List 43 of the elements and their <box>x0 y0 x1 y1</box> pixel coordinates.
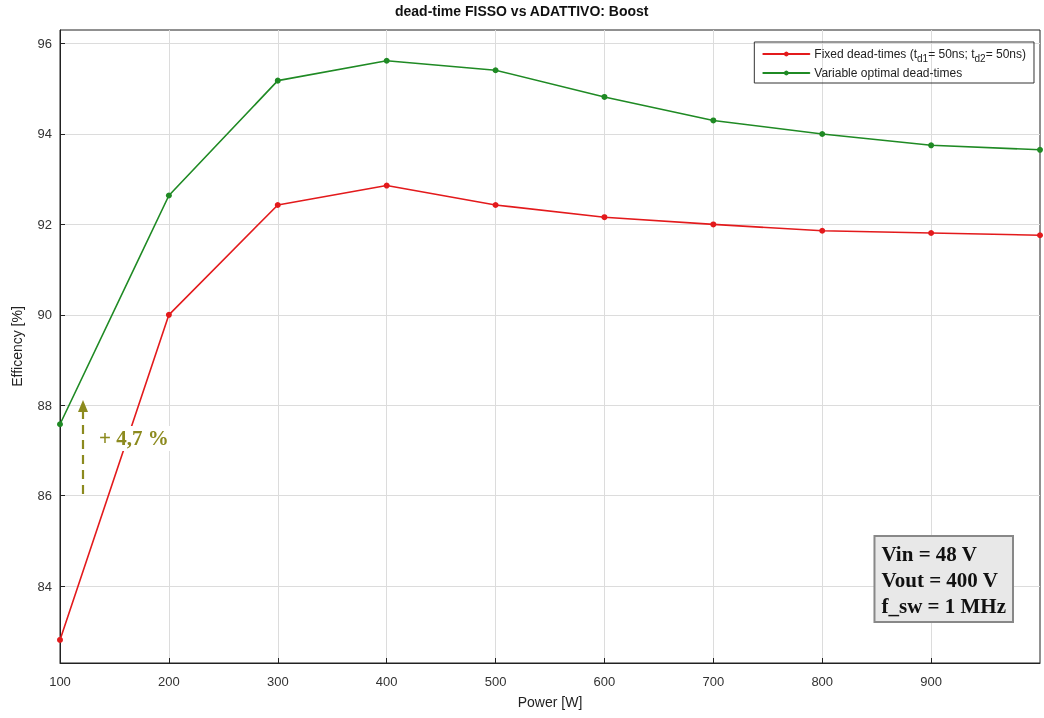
point <box>819 227 826 234</box>
point <box>165 192 172 199</box>
point <box>710 117 717 124</box>
x-tick-label: 900 <box>920 674 942 689</box>
x-tick-label: 700 <box>702 674 725 689</box>
point <box>928 142 935 149</box>
y-tick-label: 86 <box>37 488 52 504</box>
x-tick-label: 200 <box>158 674 180 689</box>
x-tick-label: 100 <box>49 674 71 689</box>
point <box>710 221 717 228</box>
x-tick-label: 500 <box>484 674 507 689</box>
chart-title: dead-time FISSO vs ADATTIVO: Boost <box>394 3 649 19</box>
y-axis-title: Efficency [%] <box>9 306 25 387</box>
y-tick-label: 84 <box>37 578 52 594</box>
annotation: Vout = 400 V <box>881 568 998 592</box>
x-axis-title: Power [W] <box>517 694 583 710</box>
point <box>57 421 63 428</box>
point <box>492 67 499 74</box>
point <box>274 77 281 84</box>
x-tick-label: 600 <box>593 674 616 689</box>
point <box>274 201 281 208</box>
x-tick-label: 400 <box>375 674 398 689</box>
legend-label: Variable optimal dead-times <box>814 66 963 80</box>
point <box>928 230 935 237</box>
x-tick-label: 300 <box>266 674 289 689</box>
point <box>1037 146 1043 153</box>
point <box>1037 232 1043 239</box>
point <box>601 214 608 221</box>
annotation: + 4,7 % <box>97 426 171 451</box>
x-tick-label: 800 <box>811 674 834 689</box>
point <box>383 57 390 64</box>
annotation: Vin = 48 V <box>881 542 977 566</box>
annotation: f_sw = 1 MHz <box>881 594 1007 618</box>
y-tick-label: 90 <box>37 307 52 323</box>
point <box>165 311 172 318</box>
y-tick-label: 92 <box>37 216 52 232</box>
point <box>601 93 608 100</box>
point <box>819 130 826 137</box>
point <box>492 201 499 208</box>
y-tick-label: 94 <box>37 126 52 142</box>
point <box>57 636 63 643</box>
y-tick-label: 96 <box>37 36 52 52</box>
y-tick-label: 88 <box>37 397 52 413</box>
